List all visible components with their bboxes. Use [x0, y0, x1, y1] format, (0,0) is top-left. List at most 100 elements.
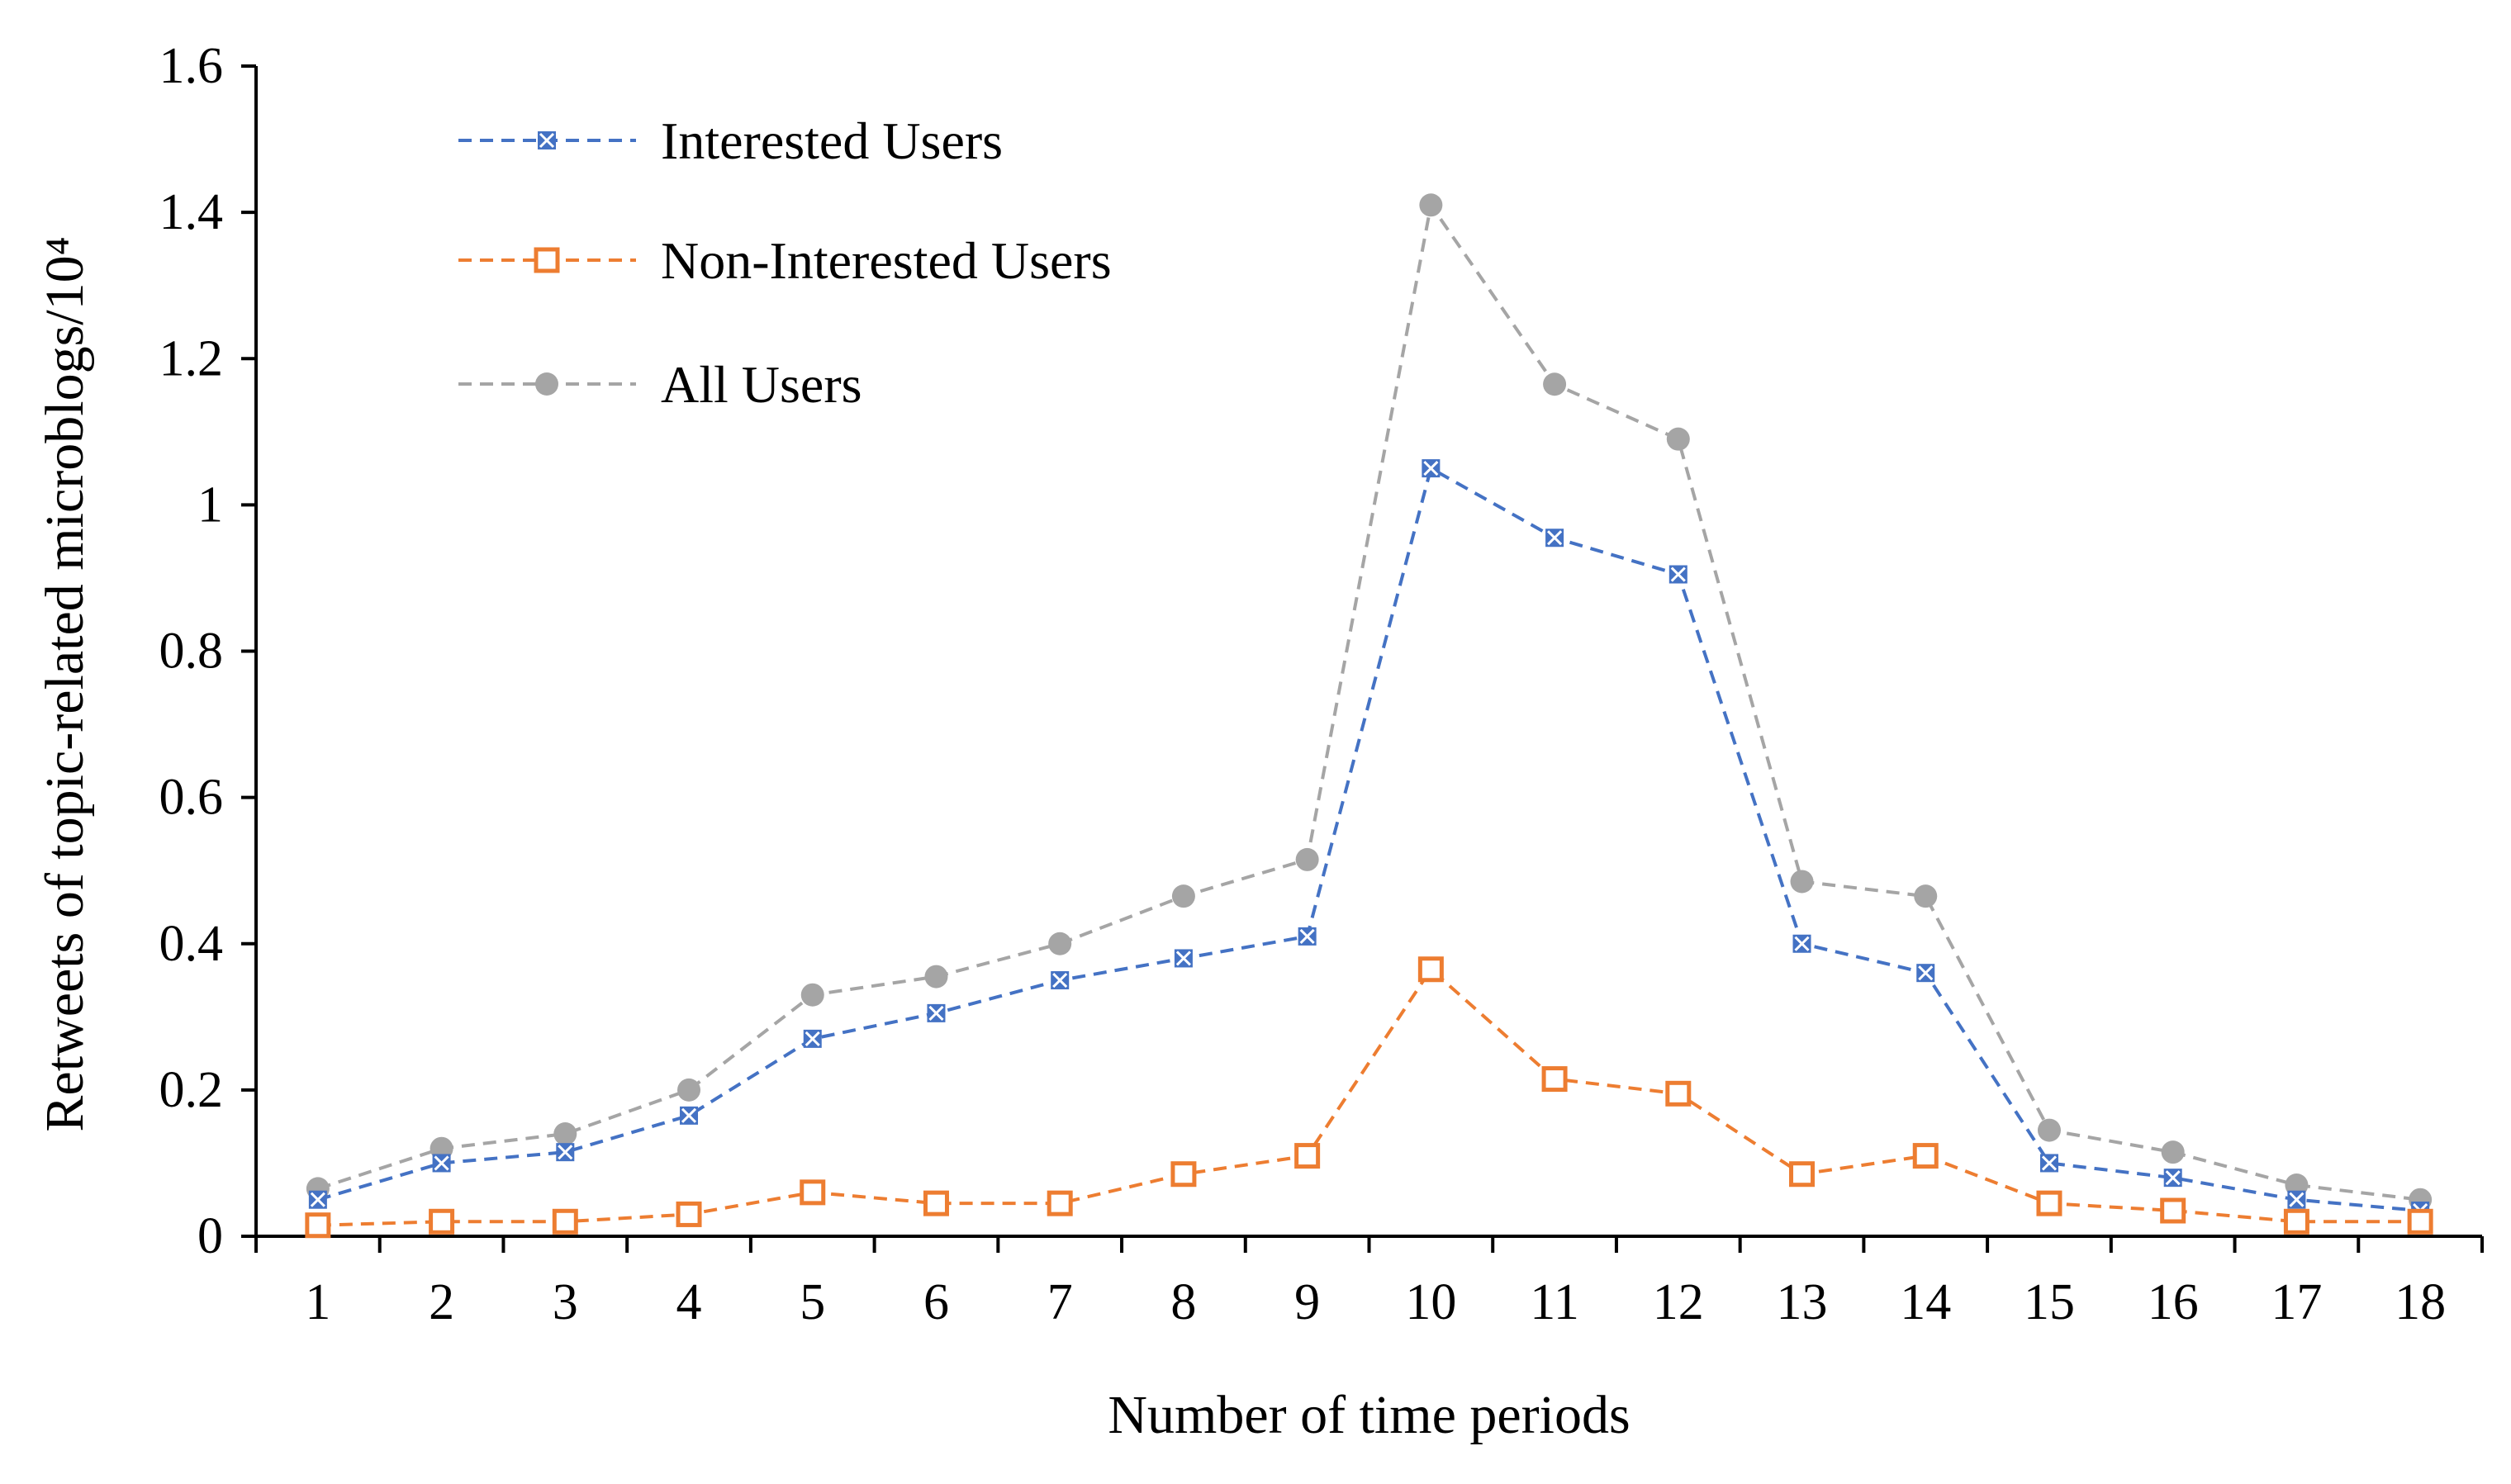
data-point [923, 1190, 949, 1216]
data-point-cross [1052, 972, 1068, 989]
x-axis-title: Number of time periods [1108, 1385, 1630, 1445]
x-tick-label: 13 [1777, 1274, 1828, 1330]
legend-marker [534, 247, 560, 273]
x-tick-label: 14 [1900, 1274, 1951, 1330]
legend-item: Non-Interested Users [458, 231, 1112, 290]
data-point-cross [1794, 936, 1810, 951]
data-point [1051, 971, 1070, 990]
data-point [1295, 847, 1319, 871]
data-point [1170, 1161, 1197, 1188]
x-tick-label: 10 [1405, 1274, 1456, 1330]
data-point [1916, 964, 1935, 983]
data-point [1422, 459, 1441, 478]
data-point [308, 1190, 327, 1209]
data-point [2039, 1154, 2058, 1173]
series-layer [305, 193, 2433, 1239]
data-point [1545, 529, 1564, 548]
data-point-cross [2041, 1155, 2058, 1171]
data-point [1792, 934, 1811, 953]
x-tick-label: 1 [305, 1274, 330, 1330]
data-point [1914, 884, 1938, 908]
data-point-cross [434, 1155, 449, 1171]
data-point-cross [805, 1031, 820, 1046]
data-point [1294, 1143, 1321, 1169]
data-point [1912, 1143, 1939, 1169]
data-point [677, 1078, 701, 1102]
data-point [1543, 372, 1567, 396]
data-point [680, 1106, 699, 1125]
y-tick-label: 0.4 [159, 916, 224, 972]
data-point [1666, 427, 1690, 451]
series-line [317, 201, 2421, 1202]
data-point-cross [928, 1005, 944, 1021]
series-non-interested-users [305, 956, 2433, 1239]
data-point [803, 1029, 822, 1048]
x-tick-label: 5 [800, 1274, 825, 1330]
data-point [2161, 1140, 2185, 1164]
data-point [800, 1179, 826, 1206]
y-tick-label: 1.4 [159, 184, 224, 240]
data-point [1417, 956, 1444, 983]
legend-item: All Users [458, 355, 862, 414]
data-point [1419, 193, 1443, 217]
data-point [2037, 1118, 2061, 1142]
data-point [432, 1154, 451, 1173]
legend-label: Interested Users [661, 111, 1003, 170]
x-tick-label: 2 [429, 1274, 454, 1330]
tick-labels: 00.20.40.60.811.21.41.61 2 3 4 5 6 7 8 9 10 11 12 13… [159, 38, 2447, 1330]
data-point [1047, 1190, 1073, 1216]
data-point [2407, 1208, 2433, 1235]
x-tick-label: 8 [1170, 1274, 1196, 1330]
data-point [927, 1003, 946, 1022]
data-point-cross [1175, 951, 1191, 966]
data-point [1668, 565, 1687, 584]
x-tick-label: 18 [2395, 1274, 2446, 1330]
data-point [924, 965, 948, 989]
x-tick-label: 3 [553, 1274, 578, 1330]
x-tick-label: 9 [1294, 1274, 1320, 1330]
data-point [2163, 1169, 2182, 1188]
y-axis-title: Retweets of topic-related microblogs/10⁴ [35, 236, 95, 1131]
data-point [1789, 1161, 1816, 1188]
legend-marker [538, 131, 556, 149]
data-point-cross [681, 1107, 697, 1123]
data-point [1541, 1066, 1568, 1093]
data-point-cross [1299, 928, 1315, 944]
y-tick-label: 1.2 [159, 330, 224, 386]
series-interested-users [308, 459, 2430, 1221]
y-tick-label: 0.8 [159, 623, 224, 680]
data-point-cross [558, 1145, 573, 1160]
y-tick-label: 0.6 [159, 770, 224, 826]
x-tick-label: 16 [2148, 1274, 2199, 1330]
x-tick-label: 11 [1530, 1274, 1579, 1330]
axes [241, 64, 2484, 1253]
x-tick-label: 6 [923, 1274, 949, 1330]
data-point [676, 1201, 702, 1227]
data-point [305, 1212, 331, 1239]
data-point [429, 1208, 455, 1235]
legend-marker [535, 372, 558, 396]
data-point-cross [2165, 1170, 2181, 1186]
data-point [1048, 932, 1072, 955]
data-point [2036, 1190, 2062, 1216]
y-tick-label: 1 [197, 476, 223, 533]
x-tick-label: 15 [2024, 1274, 2075, 1330]
y-tick-label: 0 [197, 1208, 223, 1264]
data-point [1171, 884, 1195, 908]
legend-item: Interested Users [458, 111, 1003, 170]
legend-label: Non-Interested Users [661, 231, 1112, 290]
data-point [1790, 870, 1814, 894]
data-point-cross [2289, 1192, 2305, 1207]
x-tick-label: 17 [2271, 1274, 2322, 1330]
data-point [556, 1143, 575, 1162]
data-point-cross [1670, 567, 1686, 582]
legend-label: All Users [661, 355, 862, 414]
data-point [553, 1122, 577, 1146]
data-point [800, 983, 824, 1007]
series-line [317, 966, 2421, 1227]
data-point [1298, 927, 1317, 946]
legend: Interested Users Non-Interested Users All … [458, 111, 1112, 414]
x-tick-label: 4 [676, 1274, 702, 1330]
data-point-cross [1547, 530, 1563, 546]
